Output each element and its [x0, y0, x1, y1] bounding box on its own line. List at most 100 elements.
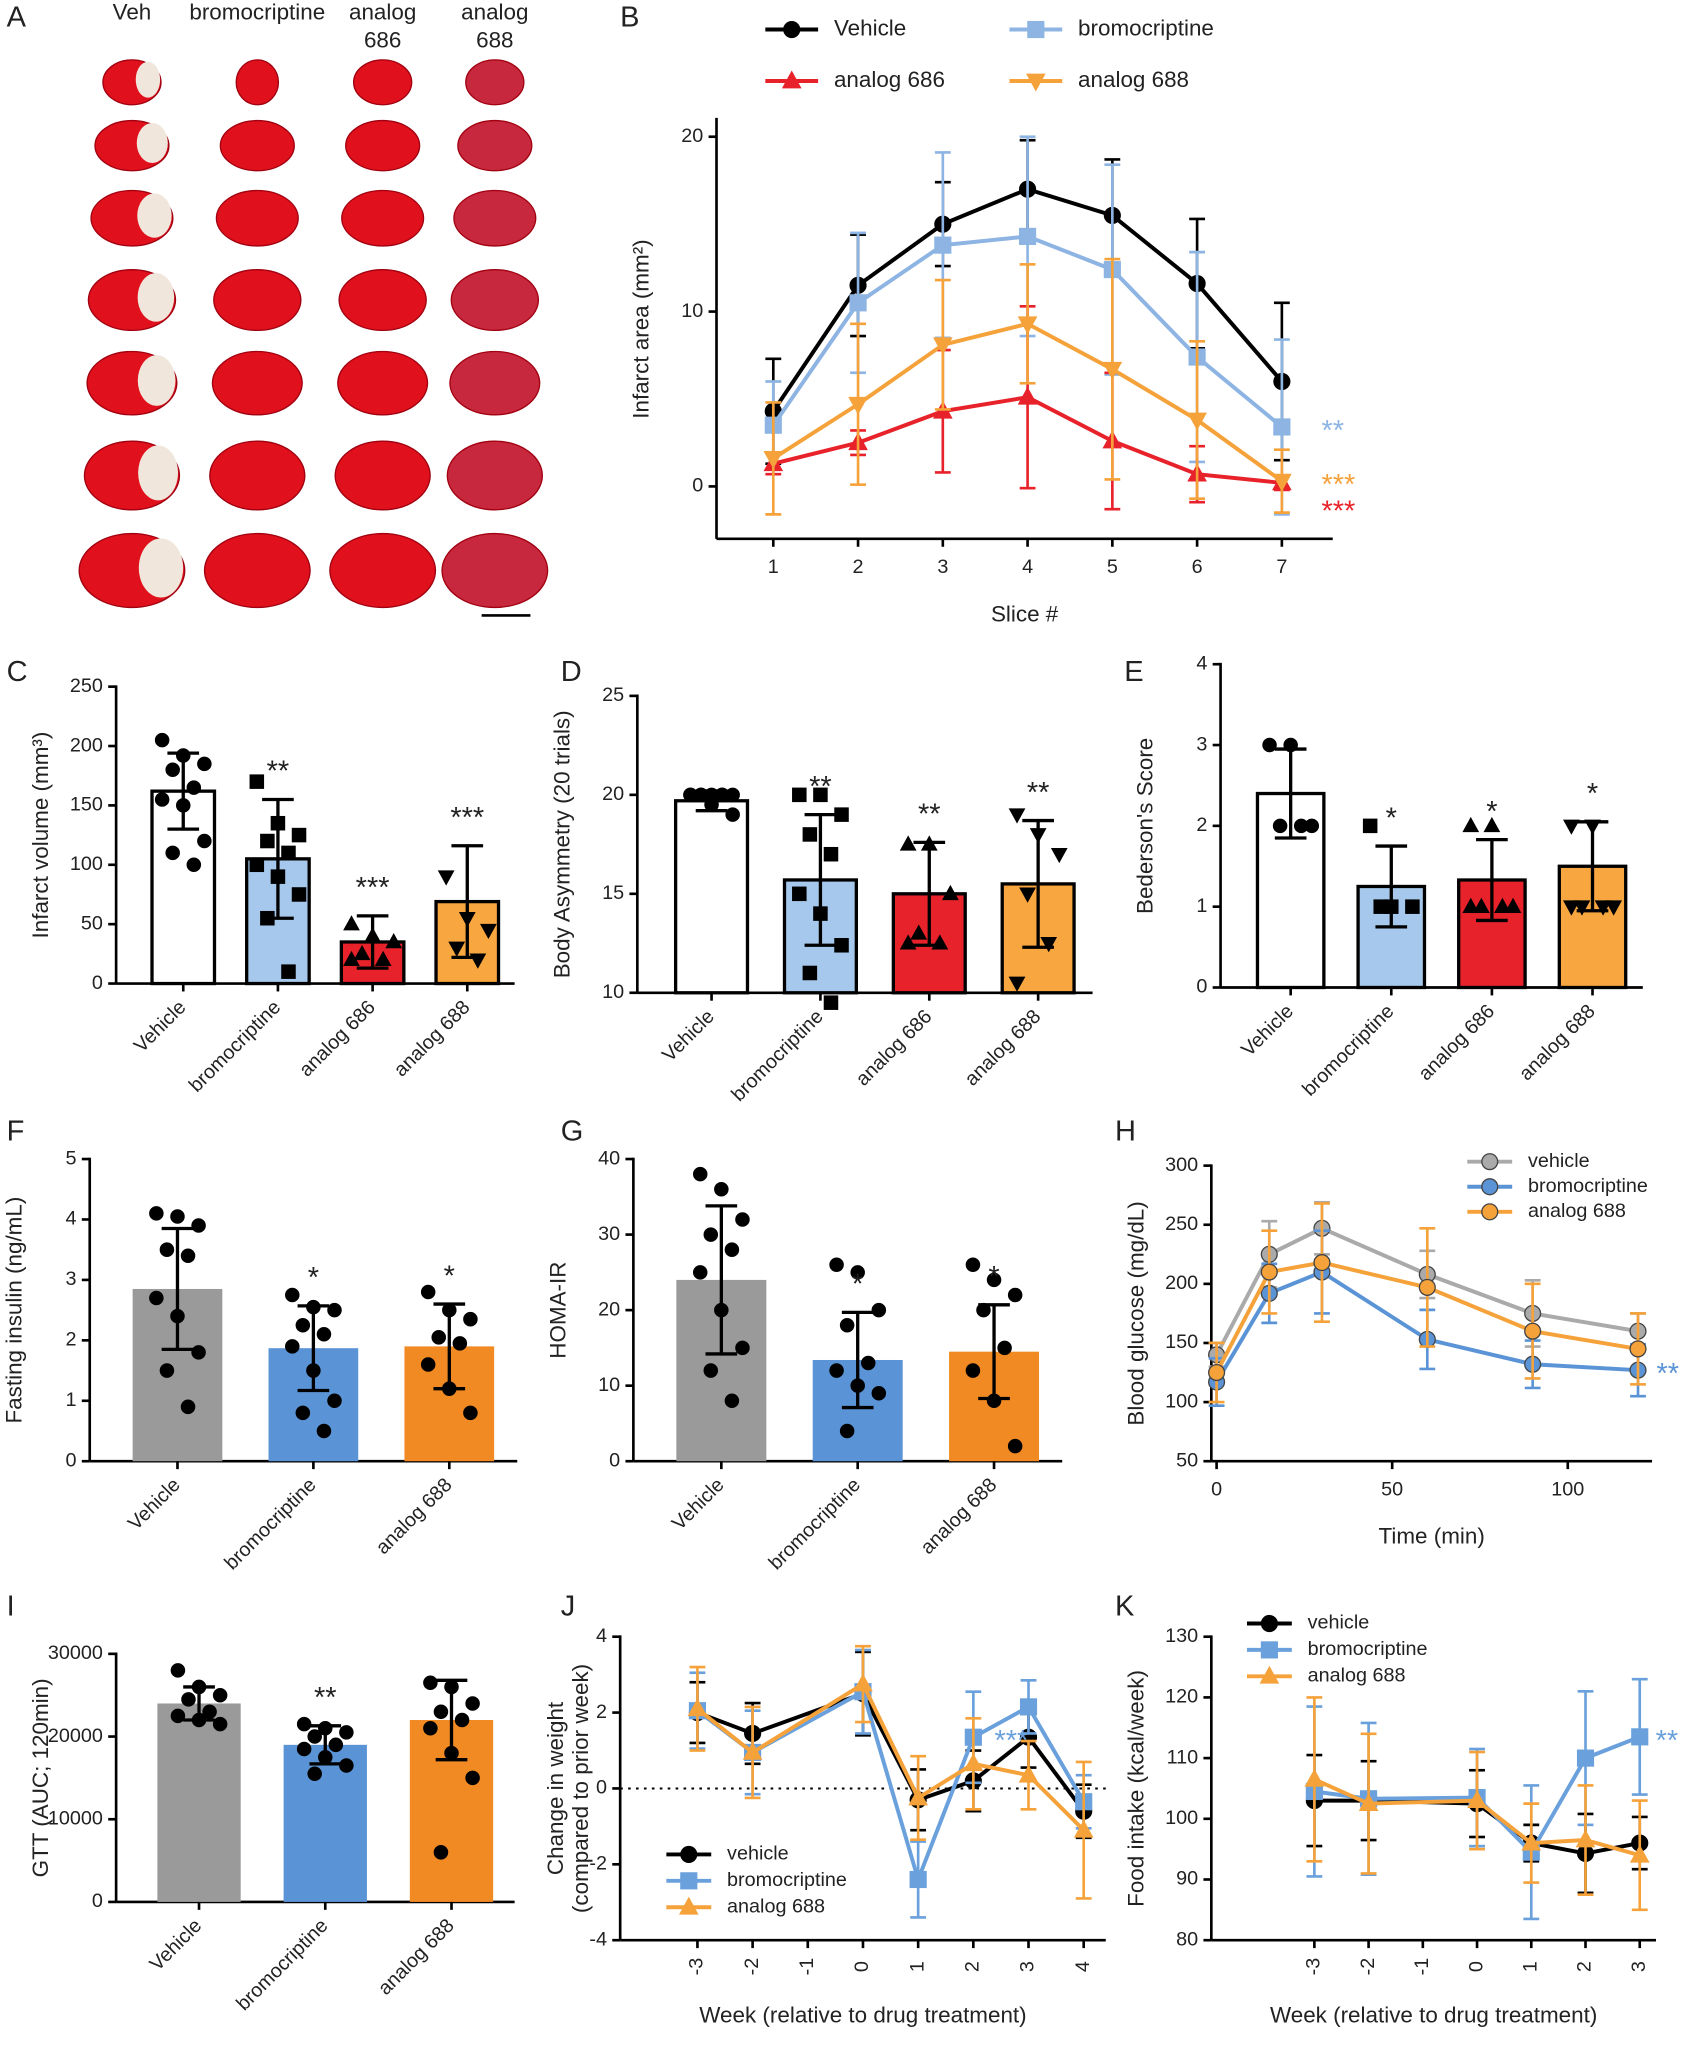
x-tick-label: 0	[1211, 1478, 1222, 1500]
brain-slice	[211, 350, 303, 416]
x-tick-label: analog 686	[1414, 1000, 1499, 1085]
marker	[813, 787, 828, 803]
y-tick-label: 200	[70, 734, 103, 756]
brain-slice	[338, 269, 427, 332]
legend-label: analog 686	[834, 67, 945, 92]
x-tick-label: -2	[1357, 1958, 1379, 1976]
legend-label: bromocriptine	[1078, 15, 1214, 40]
marker	[339, 1758, 354, 1773]
marker	[1208, 1363, 1226, 1382]
marker	[306, 1299, 321, 1315]
panel-letter: K	[1115, 1590, 1135, 1622]
panel-letter: A	[7, 2, 27, 34]
marker	[175, 748, 191, 763]
marker	[932, 337, 953, 356]
marker	[965, 1363, 981, 1378]
brain-slice	[345, 119, 421, 172]
marker	[1187, 412, 1207, 431]
marker	[829, 1257, 844, 1273]
marker	[431, 1330, 447, 1345]
x-tick-label: -1	[1411, 1958, 1433, 1976]
marker	[834, 938, 849, 953]
marker	[1576, 1749, 1595, 1767]
marker	[1594, 900, 1612, 916]
column-label: Veh	[113, 0, 152, 25]
marker	[1584, 819, 1601, 835]
legend-label: bromocriptine	[727, 1869, 847, 1891]
x-tick-label: 4	[1072, 1961, 1094, 1972]
marker	[469, 953, 487, 969]
y-tick-label: 20000	[48, 1725, 103, 1747]
x-tick-label: 0	[851, 1961, 873, 1972]
x-tick-label: 0	[1465, 1961, 1487, 1972]
x-tick-label: 2	[853, 556, 864, 578]
marker	[212, 1716, 228, 1732]
marker	[1524, 1322, 1542, 1340]
marker	[149, 1206, 164, 1221]
marker	[899, 934, 917, 950]
x-axis-label: Slice #	[991, 601, 1059, 626]
marker	[458, 911, 476, 928]
marker	[463, 1311, 478, 1327]
marker	[829, 1363, 844, 1378]
y-tick-label: 10	[598, 1374, 620, 1396]
marker	[783, 20, 801, 39]
marker	[149, 1290, 164, 1306]
marker	[963, 1753, 984, 1772]
marker	[420, 1357, 436, 1372]
marker	[693, 787, 709, 803]
series-line	[1214, 1269, 1639, 1384]
significance-label: *	[444, 1260, 455, 1292]
marker	[1575, 1829, 1596, 1848]
marker	[180, 1399, 196, 1415]
x-tick-label: analog 686	[852, 1006, 937, 1091]
marker	[1050, 847, 1068, 864]
marker	[327, 1302, 342, 1318]
marker	[692, 1265, 708, 1280]
marker	[680, 1845, 698, 1864]
panel-letter: F	[7, 1115, 25, 1147]
panel-letter: E	[1124, 656, 1143, 688]
marker	[823, 995, 839, 1010]
marker	[170, 1708, 186, 1724]
y-tick-label: 10	[681, 300, 703, 322]
brain-slice	[334, 440, 431, 511]
x-axis-label: Week (relative to drug treatment)	[1270, 2003, 1597, 2028]
marker	[364, 927, 381, 943]
y-tick-label: 0	[609, 1449, 620, 1471]
x-tick-label: 3	[1628, 1961, 1650, 1972]
x-tick-label: bromocriptine	[765, 1474, 865, 1574]
x-tick-label: analog 688	[916, 1474, 1001, 1559]
marker	[197, 756, 212, 772]
marker	[1273, 418, 1291, 436]
marker	[850, 1265, 865, 1280]
marker	[1483, 816, 1501, 833]
marker	[285, 1339, 300, 1354]
x-tick-label: 2	[1574, 1961, 1596, 1972]
y-tick-label: 120	[1165, 1686, 1198, 1708]
legend-label: analog 688	[1078, 67, 1189, 92]
marker	[687, 1698, 708, 1717]
marker	[965, 1257, 981, 1273]
panel-letter: C	[7, 656, 28, 688]
marker	[1019, 1698, 1038, 1716]
y-tick-label: 100	[70, 853, 103, 875]
infarct	[137, 193, 172, 238]
bar	[283, 1744, 367, 1902]
x-tick-label: bromocriptine	[220, 1474, 320, 1574]
x-tick-label: Vehicle	[1237, 1000, 1298, 1061]
marker	[703, 1363, 719, 1378]
significance-label: **	[267, 756, 290, 788]
marker	[181, 1692, 196, 1707]
marker	[1573, 900, 1591, 916]
x-tick-label: 2	[962, 1961, 984, 1972]
marker	[853, 1673, 873, 1692]
panel-letter: H	[1115, 1115, 1136, 1147]
y-tick-label: 200	[1165, 1272, 1198, 1294]
y-tick-label: 3	[66, 1268, 77, 1290]
marker	[680, 1872, 698, 1890]
marker	[735, 1212, 750, 1227]
marker	[454, 1712, 470, 1728]
marker	[1073, 1819, 1094, 1838]
infarct	[136, 122, 168, 164]
